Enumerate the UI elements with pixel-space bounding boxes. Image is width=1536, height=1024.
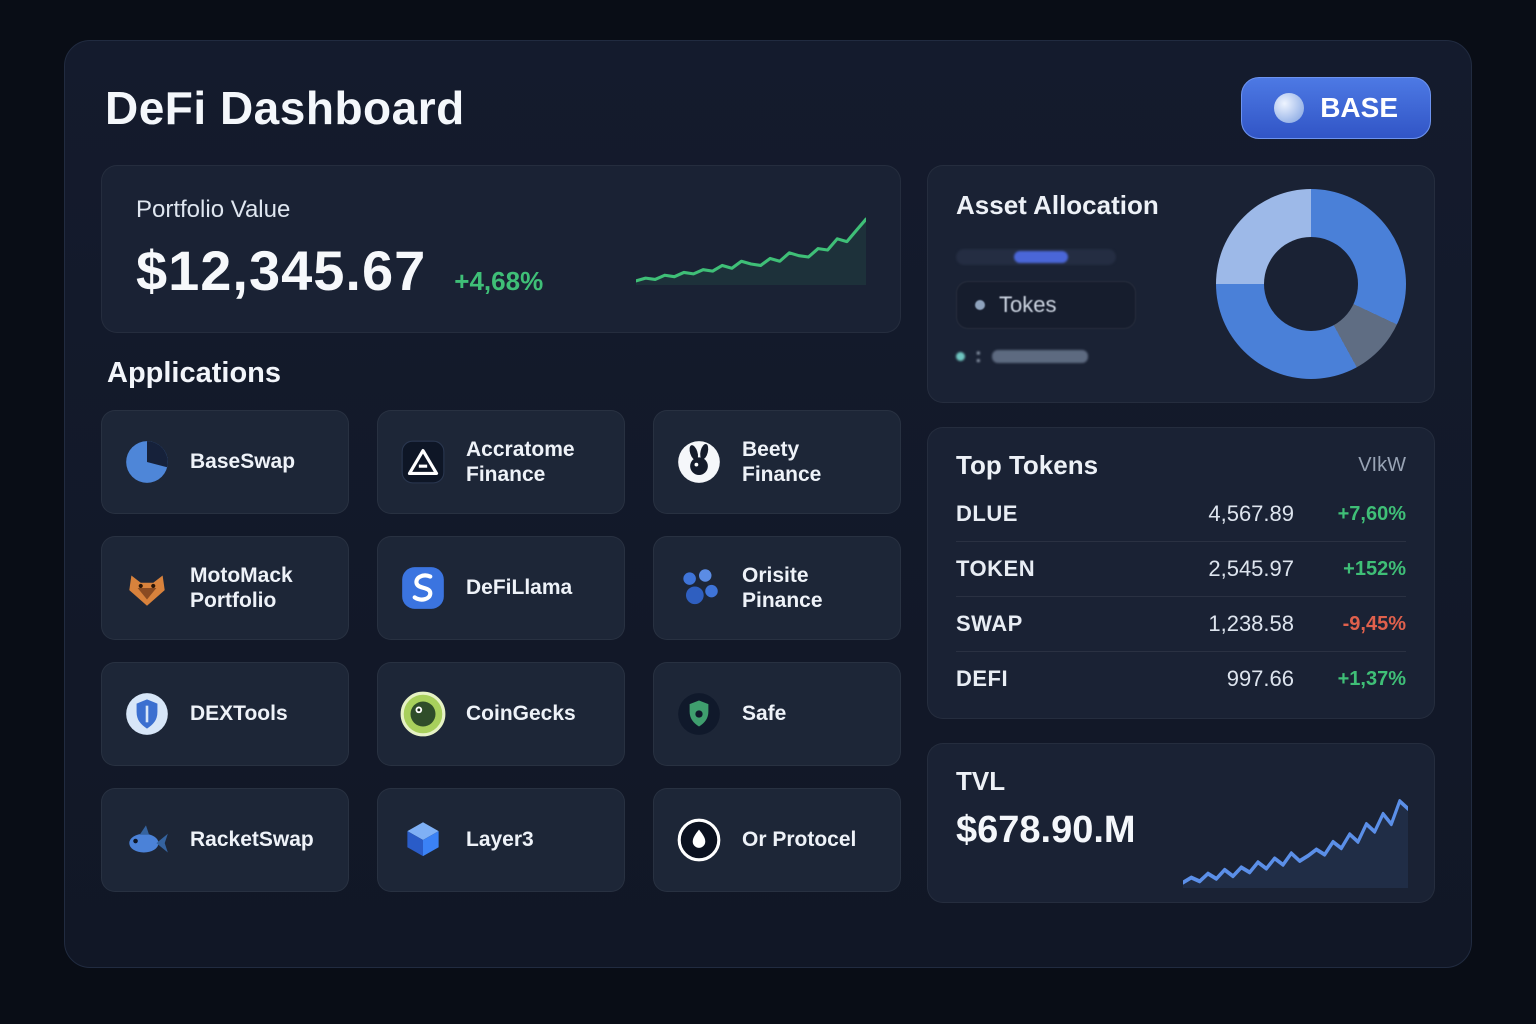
asset-allocation-title: Asset Allocation <box>956 190 1159 220</box>
triangle-logo-icon <box>398 437 448 487</box>
portfolio-label: Portfolio Value <box>136 195 291 223</box>
app-label: Accratome Finance <box>466 437 575 486</box>
paw-icon <box>674 563 724 613</box>
top-tokens-card: Top Tokens VIkW DLUE 4,567.89 +7,60% TOK… <box>927 427 1435 719</box>
drop-ring-icon <box>674 815 724 865</box>
pie-chart-icon <box>122 437 172 487</box>
token-row[interactable]: DEFI 997.66 +1,37% <box>956 652 1406 706</box>
token-value: 4,567.89 <box>1208 501 1294 526</box>
token-row[interactable]: TOKEN 2,545.97 +152% <box>956 542 1406 597</box>
safe-shield-icon <box>674 689 724 739</box>
legend-value-bar <box>991 350 1088 363</box>
asset-allocation-donut-chart <box>1216 189 1406 379</box>
legend-item-tokens[interactable]: Tokes <box>956 281 1136 329</box>
applications-grid: BaseSwap Accratome Finance Beety Finance <box>101 410 901 892</box>
defi-dashboard-window: DeFi Dashboard BASE Portfolio Value $12,… <box>64 40 1472 968</box>
asset-allocation-info: Asset Allocation Tokes : <box>956 190 1159 378</box>
shield-icon <box>122 689 172 739</box>
header-bar: DeFi Dashboard BASE <box>105 77 1431 139</box>
app-tile-dextools[interactable]: DEXTools <box>101 662 349 766</box>
legend-label: Tokes <box>999 292 1057 317</box>
top-tokens-title: Top Tokens <box>956 450 1099 480</box>
portfolio-sparkline-chart <box>636 217 866 285</box>
app-label: Beety Finance <box>742 437 822 486</box>
app-tile-motomack-portfolio[interactable]: MotoMack Portfolio <box>101 536 349 640</box>
legend-item-secondary: : <box>956 345 1159 368</box>
token-value: 1,238.58 <box>1208 611 1294 636</box>
token-change: +1,37% <box>1337 667 1406 690</box>
gecko-icon <box>398 689 448 739</box>
network-globe-icon <box>1274 93 1305 123</box>
app-tile-coingecks[interactable]: CoinGecks <box>377 662 625 766</box>
fox-icon <box>122 563 172 613</box>
app-label: DeFiLlama <box>466 576 573 600</box>
app-label: Layer3 <box>466 828 534 852</box>
app-label: RacketSwap <box>190 828 314 852</box>
applications-heading: Applications <box>107 357 282 389</box>
network-selector-button[interactable]: BASE <box>1241 77 1431 139</box>
token-row[interactable]: SWAP 1,238.58 -9,45% <box>956 597 1406 652</box>
token-row[interactable]: DLUE 4,567.89 +7,60% <box>956 487 1406 542</box>
token-name: DLUE <box>956 501 1018 526</box>
app-tile-or-protocel[interactable]: Or Protocel <box>653 788 901 892</box>
portfolio-change-badge: +4,68% <box>454 265 544 296</box>
app-tile-racketswap[interactable]: RacketSwap <box>101 788 349 892</box>
app-tile-baseswap[interactable]: BaseSwap <box>101 410 349 514</box>
app-label: MotoMack Portfolio <box>190 563 293 612</box>
token-change: +7,60% <box>1337 502 1406 525</box>
portfolio-info: Portfolio Value $12,345.67 +4,68% <box>136 196 543 303</box>
allocation-progress-bar <box>956 249 1116 265</box>
portfolio-value-card: Portfolio Value $12,345.67 +4,68% <box>101 165 901 333</box>
tvl-card: TVL $678.90.M <box>927 743 1435 903</box>
donut-hole <box>1264 237 1358 331</box>
token-value: 997.66 <box>1226 666 1294 691</box>
page-title: DeFi Dashboard <box>105 82 465 134</box>
tvl-sparkline-chart <box>1183 799 1408 888</box>
network-label: BASE <box>1320 92 1398 123</box>
legend-bullet-icon <box>975 300 985 310</box>
app-tile-layer3[interactable]: Layer3 <box>377 788 625 892</box>
fish-icon <box>122 815 172 865</box>
app-label: Safe <box>742 702 787 726</box>
tvl-value: $678.90.M <box>956 809 1136 851</box>
asset-allocation-card: Asset Allocation Tokes : <box>927 165 1435 403</box>
app-label: Orisite Pinance <box>742 563 823 612</box>
rabbit-icon <box>674 437 724 487</box>
app-tile-accratome-finance[interactable]: Accratome Finance <box>377 410 625 514</box>
app-label: CoinGecks <box>466 702 576 726</box>
top-tokens-header: Top Tokens VIkW <box>956 450 1406 481</box>
token-name: TOKEN <box>956 556 1036 581</box>
legend-separator: : <box>975 345 982 367</box>
token-change: +152% <box>1343 557 1406 580</box>
portfolio-value: $12,345.67 <box>136 238 427 302</box>
left-column: Portfolio Value $12,345.67 +4,68% Applic… <box>101 165 901 903</box>
cube-icon <box>398 815 448 865</box>
app-tile-orisite-pinance[interactable]: Orisite Pinance <box>653 536 901 640</box>
legend-bullet-icon <box>956 352 965 361</box>
app-label: DEXTools <box>190 702 288 726</box>
app-tile-safe[interactable]: Safe <box>653 662 901 766</box>
right-column: Asset Allocation Tokes : <box>927 165 1435 903</box>
view-all-link[interactable]: VIkW <box>1358 454 1406 476</box>
llama-icon <box>398 563 448 613</box>
token-value: 2,545.97 <box>1208 556 1294 581</box>
app-label: BaseSwap <box>190 450 296 474</box>
main-content: Portfolio Value $12,345.67 +4,68% Applic… <box>101 165 1435 903</box>
app-label: Or Protocel <box>742 828 857 852</box>
token-change: -9,45% <box>1342 612 1406 635</box>
app-tile-defillama[interactable]: DeFiLlama <box>377 536 625 640</box>
token-name: SWAP <box>956 611 1023 636</box>
token-name: DEFI <box>956 666 1009 691</box>
tvl-label: TVL <box>956 766 1006 796</box>
app-tile-beety-finance[interactable]: Beety Finance <box>653 410 901 514</box>
